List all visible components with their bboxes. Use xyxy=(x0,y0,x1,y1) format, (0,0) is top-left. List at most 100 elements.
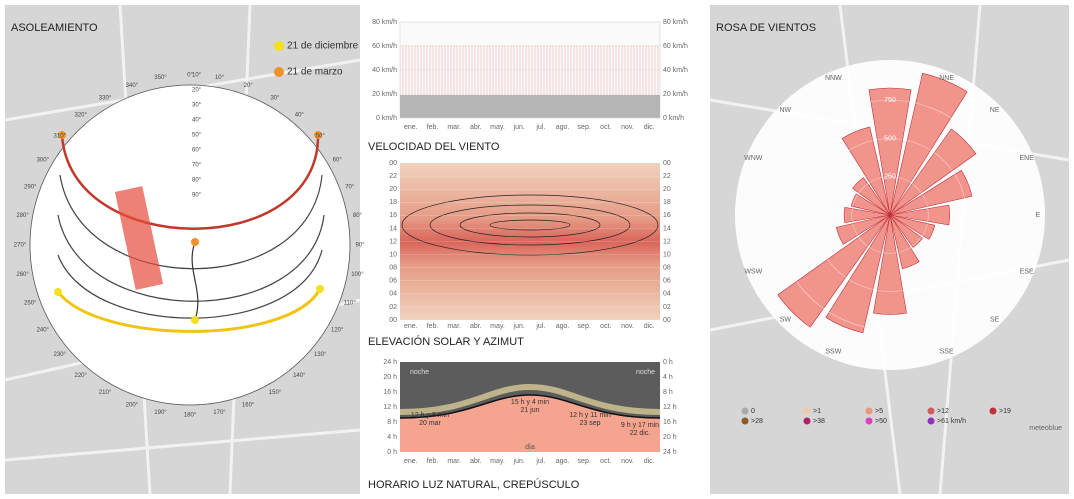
y-tick-label: 20 xyxy=(389,186,397,193)
y-tick-label: 08 xyxy=(663,265,671,272)
azimuth-label: 210° xyxy=(99,390,112,396)
elevation-plot xyxy=(400,163,660,320)
azimuth-label: 120° xyxy=(331,328,344,334)
y-tick-label: 14 xyxy=(389,225,397,232)
r-tick-label: 750 xyxy=(884,97,896,104)
y-tick-label: 4 h xyxy=(663,374,673,381)
azimuth-label: 300° xyxy=(37,158,50,164)
y-tick-label: 0 km/h xyxy=(376,115,397,122)
azimuth-label: 190° xyxy=(154,410,167,416)
legend-label: >12 xyxy=(937,408,949,415)
x-tick-label: ene. xyxy=(404,458,418,465)
sun-marker xyxy=(314,131,322,139)
y-tick-label: 40 km/h xyxy=(372,67,397,74)
y-tick-label: 8 h xyxy=(387,419,397,426)
azimuth-label: 70° xyxy=(345,184,355,190)
legend-label: >38 xyxy=(813,418,825,425)
x-tick-label: may. xyxy=(490,124,505,131)
azimuth-label: 170° xyxy=(213,410,226,416)
azimuth-label: 330° xyxy=(99,95,112,101)
rose-petal xyxy=(889,214,923,248)
x-tick-label: ene. xyxy=(404,124,418,131)
legend-label: >28 xyxy=(751,418,763,425)
y-tick-label: 02 xyxy=(663,304,671,311)
direction-label: SW xyxy=(780,316,792,323)
azimuth-label: 240° xyxy=(37,328,50,334)
chart-title: VELOCIDAD DEL VIENTO xyxy=(368,141,500,153)
direction-label: ENE xyxy=(1020,155,1035,162)
x-tick-label: dic. xyxy=(644,124,655,131)
azimuth-label: 10° xyxy=(215,75,225,81)
x-tick-label: jun. xyxy=(513,323,525,330)
x-tick-label: oct. xyxy=(600,458,611,465)
direction-label: SSW xyxy=(825,349,841,356)
wind-gusts xyxy=(400,45,660,100)
x-tick-label: feb. xyxy=(427,124,439,131)
y-tick-label: 18 xyxy=(663,199,671,206)
x-tick-label: feb. xyxy=(427,458,439,465)
panel-title: ROSA DE VIENTOS xyxy=(716,22,816,34)
sun-marker xyxy=(191,316,199,324)
azimuth-label: 340° xyxy=(126,83,139,89)
y-tick-label: 20 km/h xyxy=(372,91,397,98)
rose-petal xyxy=(889,204,950,226)
azimuth-label: 250° xyxy=(24,301,37,307)
rose-petal xyxy=(889,128,977,216)
azimuth-label: 0° xyxy=(187,73,193,79)
x-tick-label: ago. xyxy=(556,124,570,131)
legend-label: 21 de diciembre xyxy=(287,41,359,52)
altitude-label: 10° xyxy=(192,73,202,79)
azimuth-label: 90° xyxy=(355,243,365,249)
sun-marker xyxy=(58,131,66,139)
x-tick-label: mar. xyxy=(447,323,461,330)
y-tick-label: 12 h xyxy=(383,404,397,411)
x-tick-label: sep. xyxy=(578,323,591,330)
direction-label: WSW xyxy=(744,268,762,275)
y-tick-label: 10 xyxy=(663,251,671,258)
altitude-label: 20° xyxy=(192,88,202,94)
azimuth-label: 40° xyxy=(295,112,305,118)
y-tick-label: 00 xyxy=(389,160,397,167)
panel-title: ASOLEAMIENTO xyxy=(11,22,98,34)
y-tick-label: 16 h xyxy=(383,389,397,396)
y-tick-label: 4 h xyxy=(387,434,397,441)
x-tick-label: nov. xyxy=(621,124,634,131)
azimuth-label: 310° xyxy=(54,133,67,139)
y-tick-label: 24 h xyxy=(663,449,677,456)
legend-marker xyxy=(803,407,811,415)
legend-marker xyxy=(865,407,873,415)
altitude-label: 80° xyxy=(192,178,202,184)
x-tick-label: mar. xyxy=(447,124,461,131)
direction-label: SE xyxy=(990,316,1000,323)
annotation: 23 sep xyxy=(579,420,600,427)
grid-circle xyxy=(851,176,929,254)
day-area xyxy=(400,395,660,452)
azimuth-label: 180° xyxy=(184,413,197,419)
x-tick-label: jul. xyxy=(535,124,545,131)
analemma xyxy=(191,241,199,321)
credit: meteoblue xyxy=(1029,425,1062,432)
night-label: noche xyxy=(410,369,429,376)
azimuth-label: 290° xyxy=(24,184,37,190)
day-label: día xyxy=(525,444,535,451)
direction-label: SSE xyxy=(940,349,954,356)
x-tick-label: jul. xyxy=(535,323,545,330)
rose-petal xyxy=(825,214,891,334)
sun-path-december xyxy=(56,288,322,333)
altitude-label: 90° xyxy=(192,193,202,199)
y-tick-label: 60 km/h xyxy=(663,43,688,50)
y-tick-label: 80 km/h xyxy=(663,19,688,26)
y-tick-label: 20 h xyxy=(663,434,677,441)
direction-label: WNW xyxy=(744,155,763,162)
annotation: 20 mar xyxy=(419,420,441,427)
azimuth-label: 270° xyxy=(14,243,27,249)
rose-petal xyxy=(852,177,891,216)
sunset-line xyxy=(399,394,661,419)
y-tick-label: 8 h xyxy=(663,389,673,396)
y-tick-label: 22 xyxy=(663,173,671,180)
x-tick-label: nov. xyxy=(621,323,634,330)
building-footprint xyxy=(114,186,164,290)
legend-marker xyxy=(274,41,284,51)
annotation: 22 dic. xyxy=(630,430,651,437)
rose-petal xyxy=(835,214,891,245)
